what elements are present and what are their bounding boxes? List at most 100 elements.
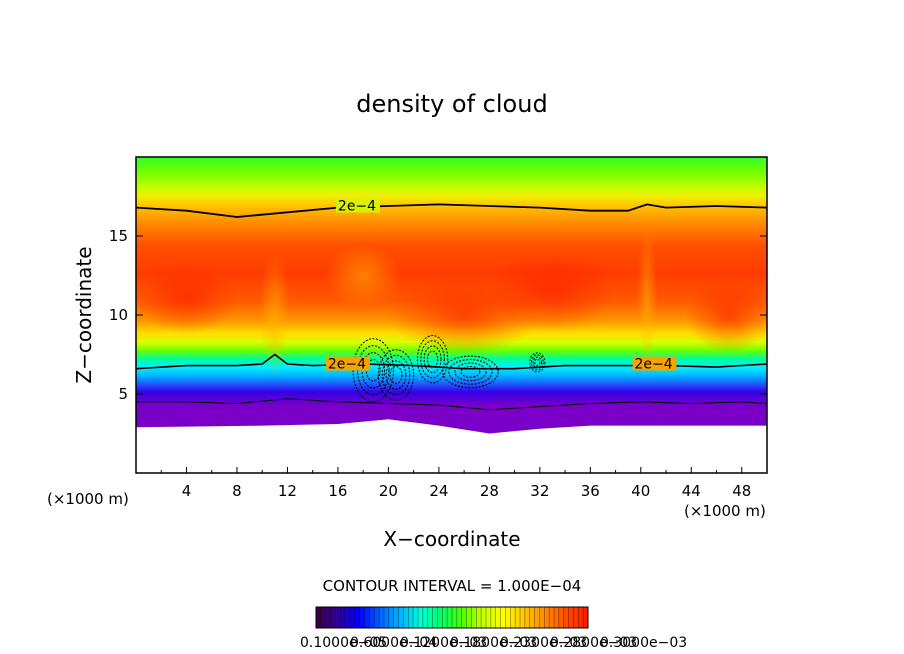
cell-contour-3-2 — [454, 362, 487, 382]
colorbar-cell — [330, 607, 336, 628]
colorbar-cell — [490, 607, 497, 628]
colorbar-cell — [364, 607, 370, 628]
colorbar-cell — [320, 607, 327, 628]
colorbar-cell — [510, 607, 516, 628]
colorbar-label-3: 0.1800e−03 — [450, 635, 537, 651]
x-tick-label-16: 16 — [328, 482, 347, 500]
cell-contour-1-0 — [377, 349, 415, 401]
colorbar-cell — [466, 607, 472, 628]
colorbar-cell — [418, 607, 424, 628]
cell-contour-3-1 — [448, 359, 493, 385]
field-patch-6 — [325, 243, 402, 308]
colorbar-cell — [476, 607, 482, 628]
cell-contour-4-0 — [529, 352, 546, 373]
x-tick-label-32: 32 — [530, 482, 549, 500]
colorbar-cell — [374, 607, 380, 628]
cell-contour-3-3 — [460, 366, 481, 378]
density-field-texture — [136, 228, 767, 379]
colorbar-cell — [437, 607, 443, 628]
colorbar-cell — [447, 607, 453, 628]
colorbar-cell — [408, 607, 414, 628]
contour-upper_2e-4 — [136, 203, 767, 218]
x-tick-label-8: 8 — [232, 482, 242, 500]
colorbar-cell — [524, 607, 531, 628]
x-tick-label-44: 44 — [682, 482, 701, 500]
colorbar-cell — [452, 607, 458, 628]
x-tick-label-28: 28 — [480, 482, 499, 500]
y-tick-label-10: 10 — [109, 306, 128, 324]
colorbar-cell — [340, 607, 346, 628]
x-tick-label-40: 40 — [631, 482, 650, 500]
colorbar-cell — [573, 607, 579, 628]
z-unit-label: (×1000 m) — [47, 490, 129, 508]
colorbar-cell — [354, 607, 361, 628]
y-tick-label-15: 15 — [109, 227, 128, 245]
cell-contour-0-3 — [365, 359, 381, 382]
contour-interval-note: CONTOUR INTERVAL = 1.000E−04 — [323, 577, 582, 595]
colorbar-label-0: 0.1000e−05 — [300, 635, 387, 651]
colorbar-label-6: 0.3000e−03 — [600, 635, 687, 651]
colorbar-label-1: 0.6000e−04 — [350, 635, 437, 651]
colorbar-cell — [568, 607, 574, 628]
y-tick-label-5: 5 — [118, 385, 128, 403]
y-axis-label: Z−coordinate — [72, 246, 96, 383]
colorbar-cell — [583, 607, 589, 628]
colorbar-cell — [427, 607, 433, 628]
cell-contour-2-2 — [423, 345, 442, 374]
colorbar-cell — [549, 607, 555, 628]
colorbar-cell — [456, 607, 463, 628]
field-patch-0 — [136, 264, 237, 334]
cell-contour-2-0 — [416, 335, 449, 384]
colorbar-cell — [359, 607, 365, 628]
colorbar-cell — [554, 607, 560, 628]
colorbar-cell — [529, 607, 535, 628]
contour-label-bg-0 — [335, 198, 380, 213]
colorbar-cell — [345, 607, 351, 628]
contour-label-2: 2e−4 — [634, 357, 672, 373]
contour-label-0: 2e−4 — [338, 199, 376, 215]
colorbar-cell — [442, 607, 448, 628]
colorbar-cell — [350, 607, 356, 628]
cell-contour-1-3 — [389, 365, 403, 385]
colorbar-cell — [413, 607, 419, 628]
colorbar-cell — [486, 607, 492, 628]
colorbar-cell — [563, 607, 569, 628]
colorbar-cell — [534, 607, 540, 628]
x-axis-label: X−coordinate — [383, 527, 520, 551]
colorbar-cell — [539, 607, 545, 628]
chart-title: density of cloud — [356, 90, 547, 118]
colorbar-cell — [335, 607, 341, 628]
y-axis-ticks: 5 10 15 — [109, 227, 767, 403]
x-tick-label-20: 20 — [379, 482, 398, 500]
colorbar-cell — [520, 607, 526, 628]
colorbar-frame — [315, 606, 589, 629]
colorbar-label-4: 0.2300e−03 — [500, 635, 587, 651]
cell-contour-3-0 — [442, 355, 499, 389]
colorbar-label-5: 0.2800e−03 — [550, 635, 637, 651]
contour-label-1: 2e−4 — [328, 357, 366, 373]
colorbar-cell — [495, 607, 501, 628]
x-tick-label-12: 12 — [278, 482, 297, 500]
colorbar-cell — [403, 607, 409, 628]
colorbar-cell — [325, 607, 331, 628]
cell-contour-4-1 — [530, 354, 544, 371]
cell-contour-2-1 — [420, 340, 445, 379]
colorbar-cell — [384, 607, 390, 628]
x-tick-label-24: 24 — [429, 482, 448, 500]
contour-low_1e-4 — [136, 398, 767, 411]
x-tick-label-48: 48 — [732, 482, 751, 500]
field-patch-4 — [259, 251, 290, 379]
colorbar-cell — [432, 607, 438, 628]
colorbar-cell — [515, 607, 521, 628]
colorbar-cell — [422, 607, 429, 628]
contour-label-bg-1 — [325, 356, 370, 371]
cell-contour-1-2 — [385, 360, 407, 390]
colorbar-cell — [471, 607, 477, 628]
field-patch-2 — [489, 250, 616, 333]
field-patch-3 — [684, 277, 767, 353]
colorbar — [315, 606, 589, 629]
x-tick-label-4: 4 — [182, 482, 192, 500]
colorbar-cell — [393, 607, 399, 628]
colorbar-cell — [316, 607, 322, 628]
colorbar-cell — [388, 607, 395, 628]
